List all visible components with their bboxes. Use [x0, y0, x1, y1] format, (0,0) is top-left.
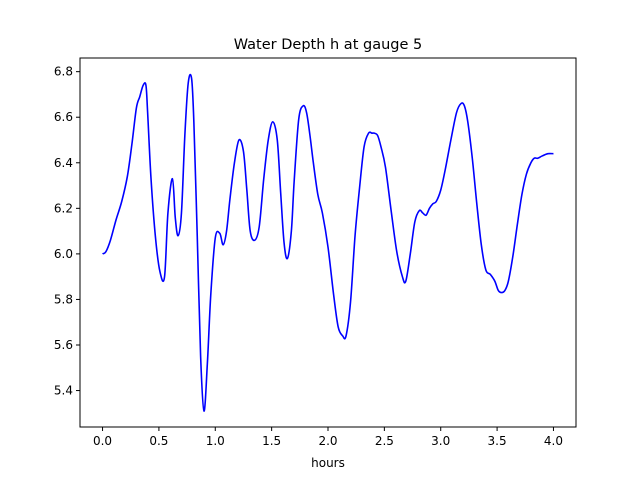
y-tick-label: 5.6: [54, 338, 73, 352]
y-tick-label: 6.2: [54, 201, 73, 215]
ticks-layer: 0.0 0.5 1.0 1.5 2.0 2.5 3.0 3.5 4.0 5.4 5.6 5.8 6.0 6…: [54, 65, 563, 448]
x-tick-label: 1.0: [206, 434, 225, 448]
x-tick-label: 4.0: [544, 434, 563, 448]
x-tick-label: 3.5: [488, 434, 507, 448]
y-tick-label: 5.8: [54, 292, 73, 306]
plot-layer: [102, 73, 554, 412]
x-tick-label: 3.0: [431, 434, 450, 448]
chart-title: Water Depth h at gauge 5: [234, 37, 422, 53]
y-tick-label: 6.6: [54, 110, 73, 124]
x-tick-label: 1.5: [262, 434, 281, 448]
x-tick-label: 0.0: [93, 434, 112, 448]
y-tick-label: 5.4: [54, 384, 73, 398]
y-tick-label: 6.4: [54, 156, 73, 170]
x-tick-label: 2.0: [318, 434, 337, 448]
y-tick-label: 6.0: [54, 247, 73, 261]
x-axis-label: hours: [311, 456, 345, 470]
series-line: [102, 73, 554, 412]
x-tick-label: 0.5: [149, 434, 168, 448]
plot-frame: [79, 57, 577, 428]
y-tick-label: 6.8: [54, 65, 73, 79]
x-tick-label: 2.5: [375, 434, 394, 448]
